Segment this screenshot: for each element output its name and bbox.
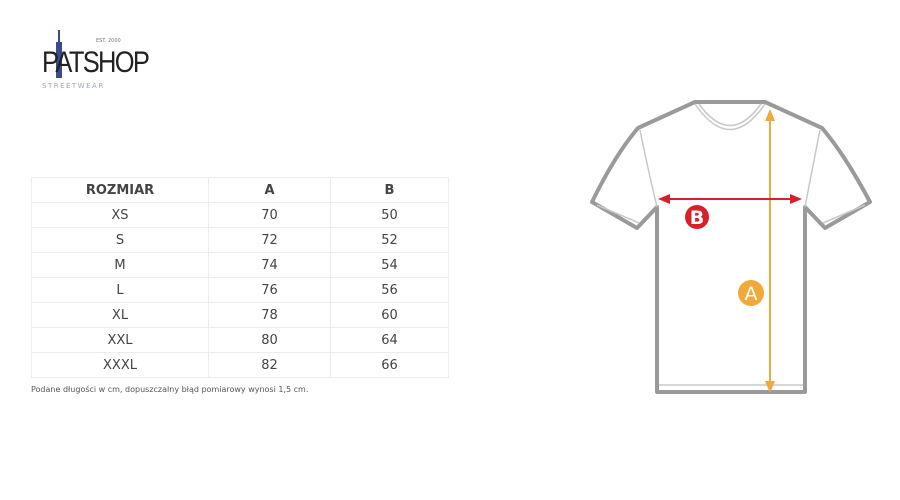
cell-size: XL [31,302,209,328]
cell-a: 82 [208,352,331,378]
cell-a: 70 [208,202,331,228]
cell-b: 54 [330,252,449,278]
cell-a: 72 [208,227,331,253]
cell-size: L [31,277,209,303]
cell-b: 64 [330,327,449,353]
patshop-logo: EST. 2000 PATSHOP STREETWEAR [38,24,150,96]
svg-text:A: A [745,283,758,305]
tshirt-diagram: B A [590,100,872,394]
measure-a-arrow [765,109,775,393]
table-row: M 74 54 [31,252,449,278]
cell-b: 50 [330,202,449,228]
cell-b: 56 [330,277,449,303]
cell-size: S [31,227,209,253]
measurement-note: Podane długości w cm, dopuszczalny błąd … [31,385,309,394]
logo-est: EST. 2000 [96,38,121,44]
cell-size: XXXL [31,352,209,378]
badge-b: B [685,205,709,229]
tshirt-seams [596,103,866,386]
table-row: XL 78 60 [31,302,449,328]
cell-a: 74 [208,252,331,278]
header-a: A [208,177,331,203]
cell-a: 76 [208,277,331,303]
tshirt-outline [590,100,872,394]
cell-a: 78 [208,302,331,328]
badge-a: A [738,280,764,306]
cell-size: XS [31,202,209,228]
logo-text: PATSHOP [42,46,150,79]
cell-size: M [31,252,209,278]
table-row: S 72 52 [31,227,449,253]
measure-b-arrow [658,194,802,204]
table-row: L 76 56 [31,277,449,303]
cell-size: XXL [31,327,209,353]
header-size: ROZMIAR [31,177,209,203]
svg-text:B: B [690,207,704,229]
cell-b: 66 [330,352,449,378]
cell-b: 52 [330,227,449,253]
table-header-row: ROZMIAR A B [31,177,449,203]
skyscraper-icon [56,30,62,78]
table-row: XXXL 82 66 [31,352,449,378]
size-table: ROZMIAR A B XS 70 50 S 72 52 M 74 54 L 76 56 XL 78 60 X… [31,177,449,378]
logo-subtitle: STREETWEAR [42,82,105,90]
cell-b: 60 [330,302,449,328]
table-row: XS 70 50 [31,202,449,228]
cell-a: 80 [208,327,331,353]
header-b: B [330,177,449,203]
table-row: XXL 80 64 [31,327,449,353]
